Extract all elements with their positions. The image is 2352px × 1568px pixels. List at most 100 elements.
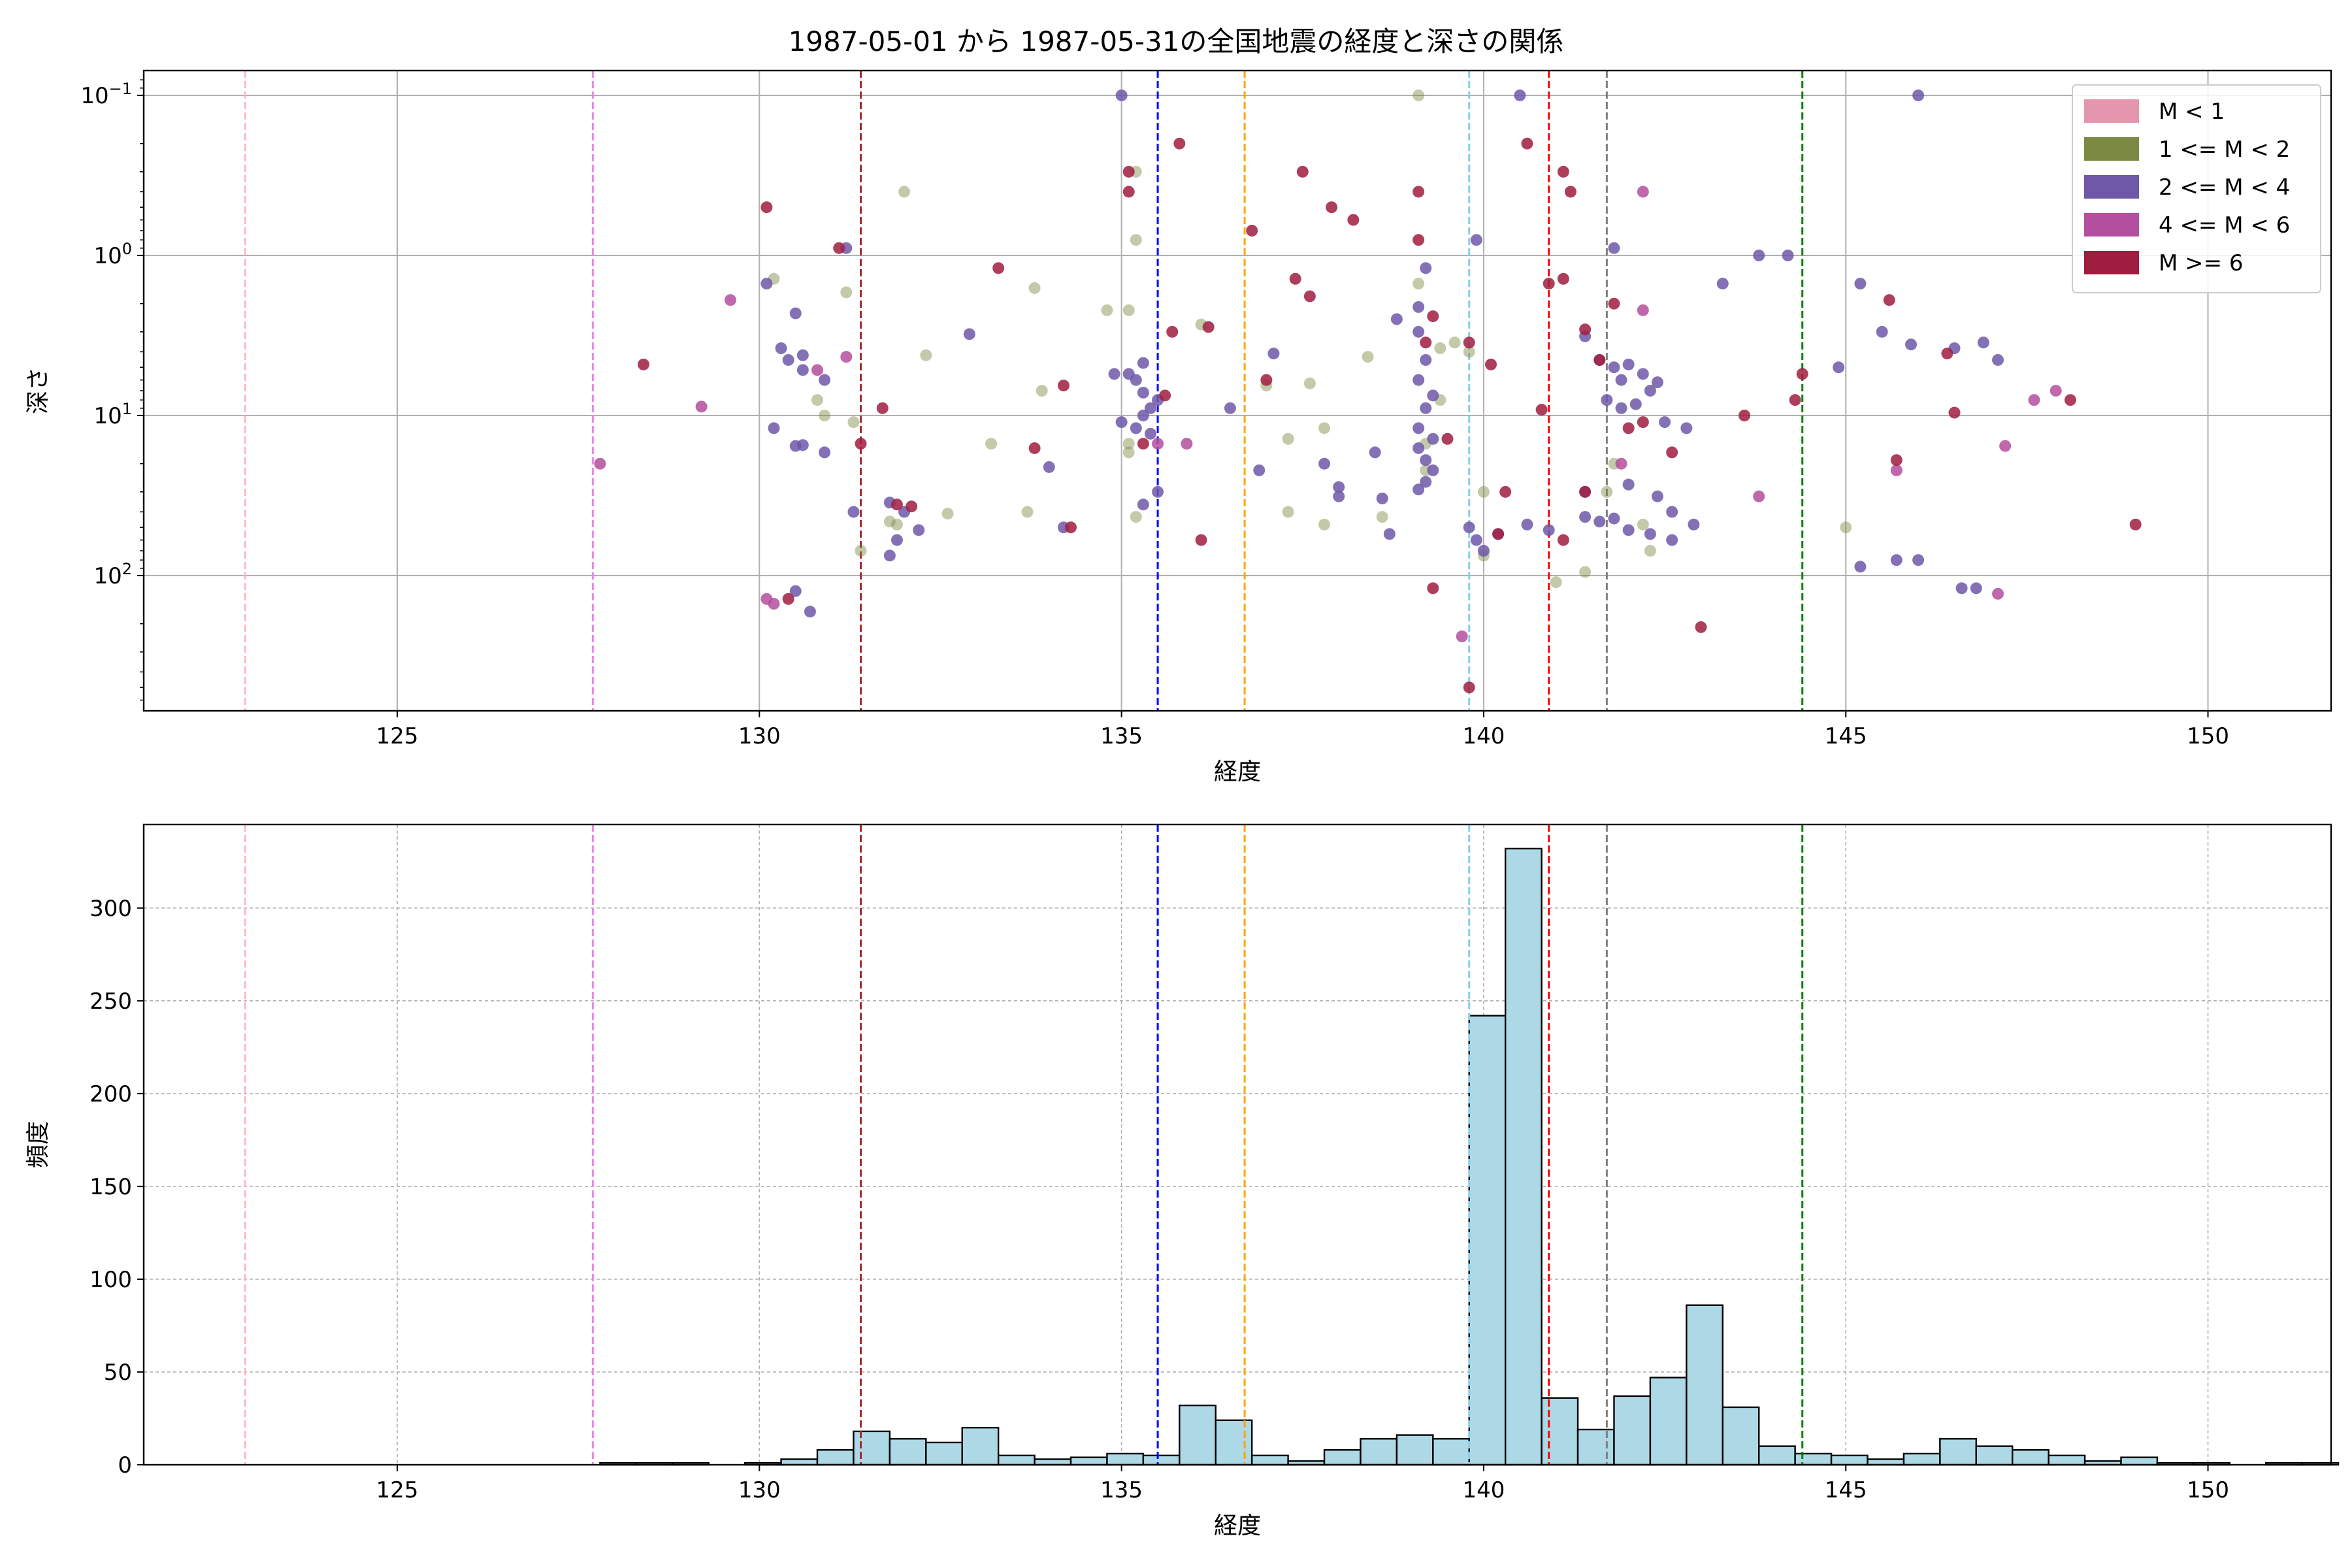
- scatter-point: [1905, 338, 1918, 351]
- scatter-point: [804, 606, 816, 618]
- scatter-y-ticks: 10−1 100 101 102: [80, 79, 144, 701]
- legend-label: M >= 6: [2159, 250, 2244, 276]
- histogram-bar: [1613, 1395, 1652, 1466]
- scatter-point: [1144, 402, 1156, 414]
- scatter-frame: [142, 69, 2332, 712]
- scatter-point: [1477, 545, 1490, 557]
- histogram-bar: [1504, 847, 1543, 1466]
- scatter-point: [1413, 301, 1425, 313]
- legend-swatch: [2084, 251, 2139, 274]
- scatter-point: [1890, 454, 1903, 466]
- scatter-point: [898, 186, 911, 198]
- scatter-point: [847, 506, 860, 518]
- scatter-point: [1651, 376, 1663, 389]
- scatter-point: [1854, 278, 1867, 290]
- scatter-point: [637, 358, 649, 370]
- histogram-y-tick-label: 0: [118, 1452, 132, 1478]
- scatter-y-tick-label: 100: [93, 240, 132, 269]
- histogram-bar: [1867, 1458, 1905, 1466]
- scatter-point: [1608, 242, 1620, 254]
- scatter-point: [1644, 528, 1656, 540]
- scatter-point: [1021, 506, 1034, 518]
- scatter-panel: 125 130 135 140 145 150 10−1 100 101 102 経度 深さ M…: [25, 69, 2332, 785]
- scatter-point: [1253, 464, 1266, 476]
- histogram-x-tick-label: 130: [738, 1477, 781, 1503]
- histogram-bar: [1106, 1452, 1145, 1466]
- scatter-point: [1716, 278, 1729, 290]
- scatter-point: [1753, 490, 1765, 502]
- scatter-x-ticks: 125 130 135 140 145 150: [376, 711, 2229, 749]
- scatter-point: [1601, 485, 1613, 498]
- scatter-point: [1369, 446, 1381, 459]
- scatter-point: [890, 534, 903, 546]
- scatter-point: [1390, 313, 1403, 325]
- scatter-point: [1992, 353, 2004, 366]
- histogram-bar: [1323, 1449, 1362, 1466]
- scatter-point: [1043, 461, 1055, 473]
- scatter-point: [1492, 528, 1505, 540]
- scatter-point: [1137, 409, 1149, 421]
- scatter-point: [760, 278, 773, 290]
- scatter-reference-lines: [244, 71, 1804, 711]
- scatter-point: [819, 374, 831, 386]
- scatter-point: [876, 402, 889, 414]
- scatter-point: [1557, 165, 1569, 178]
- scatter-y-tick-label: 102: [93, 560, 132, 589]
- scatter-point: [1413, 234, 1425, 246]
- histogram-y-tick-label: 250: [90, 988, 132, 1015]
- scatter-point: [1159, 389, 1171, 402]
- scatter-point: [1579, 511, 1592, 523]
- legend-swatch: [2084, 99, 2139, 123]
- legend-label: M < 1: [2159, 99, 2225, 125]
- scatter-point: [1318, 457, 1331, 470]
- scatter-point: [1434, 342, 1446, 354]
- scatter-point: [1065, 521, 1077, 534]
- legend: M < 1 1 <= M < 2 2 <= M < 4 4 <= M < 6 M >= …: [2072, 84, 2321, 293]
- histogram-bar: [2048, 1454, 2086, 1466]
- scatter-point: [1413, 422, 1425, 434]
- histogram-bar: [961, 1426, 1000, 1466]
- scatter-point: [1108, 368, 1120, 380]
- scatter-point: [1413, 186, 1425, 198]
- legend-swatch: [2084, 175, 2139, 199]
- scatter-point: [1579, 485, 1592, 498]
- scatter-point: [1181, 438, 1193, 450]
- scatter-point: [695, 400, 708, 413]
- histogram-bar: [1649, 1377, 1688, 1466]
- scatter-point: [1999, 440, 2012, 452]
- scatter-point: [1854, 561, 1867, 573]
- scatter-point: [1688, 518, 1700, 531]
- scatter-point: [1615, 457, 1627, 470]
- scatter-point: [1499, 485, 1512, 498]
- scatter-point: [1303, 377, 1316, 389]
- histogram-bar: [1576, 1428, 1615, 1466]
- scatter-point: [1622, 478, 1635, 491]
- scatter-point: [1267, 348, 1280, 360]
- scatter-point: [1137, 498, 1149, 511]
- scatter-point: [1992, 587, 2004, 600]
- scatter-point: [1521, 137, 1533, 150]
- scatter-point: [760, 201, 773, 214]
- scatter-point: [1833, 361, 1845, 374]
- histogram-bar: [1830, 1454, 1869, 1466]
- scatter-point: [1448, 336, 1461, 349]
- scatter-point: [1427, 389, 1439, 402]
- scatter-point: [992, 262, 1005, 274]
- scatter-point: [1318, 422, 1331, 434]
- scatter-point: [1644, 385, 1656, 397]
- scatter-point: [1036, 385, 1048, 397]
- scatter-point: [760, 593, 773, 605]
- scatter-point: [1876, 325, 1888, 338]
- histogram-bar: [1686, 1304, 1723, 1466]
- scatter-point: [1622, 358, 1635, 370]
- scatter-point: [1608, 297, 1620, 310]
- scatter-point: [1615, 402, 1627, 414]
- scatter-point: [1427, 464, 1439, 476]
- scatter-point: [1130, 374, 1142, 386]
- histogram-bar: [1070, 1456, 1108, 1466]
- scatter-point: [1202, 321, 1215, 333]
- scatter-point: [789, 307, 802, 319]
- histogram-bar: [2012, 1449, 2050, 1466]
- legend-label: 1 <= M < 2: [2159, 137, 2290, 163]
- histogram-bar: [1142, 1454, 1181, 1466]
